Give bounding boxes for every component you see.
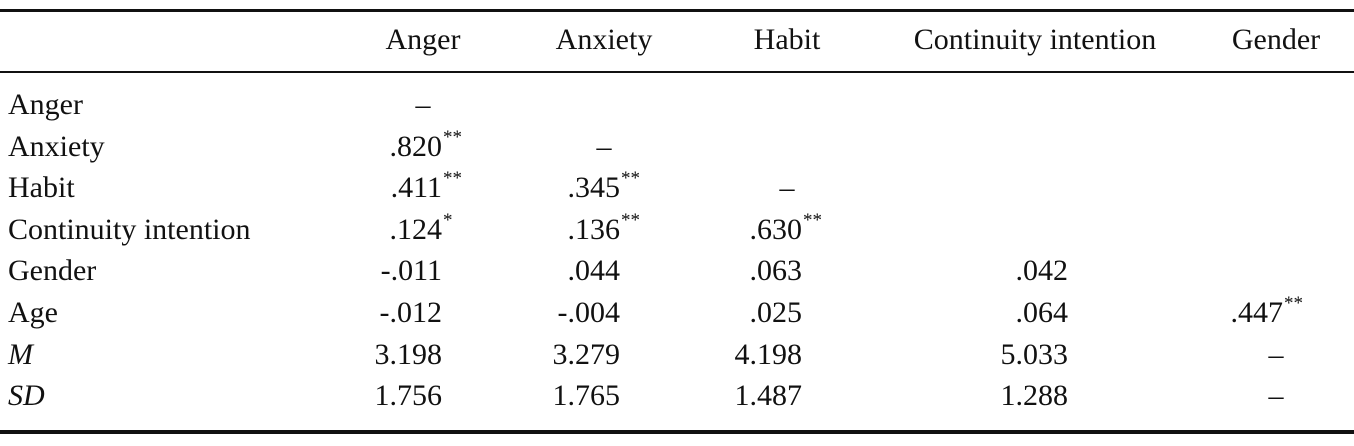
- column-header: Gender: [1231, 23, 1321, 56]
- cell-value: .820: [389, 129, 443, 163]
- cell-value: –: [1268, 337, 1284, 371]
- cell-value: .124: [389, 212, 443, 246]
- cell-value: -.004: [557, 296, 621, 329]
- significance-mark: **: [621, 168, 640, 190]
- row-label: Age: [8, 296, 58, 329]
- cell-value: 5.033: [1000, 337, 1069, 371]
- cell-value: .064: [1015, 296, 1069, 329]
- significance-mark: **: [1284, 293, 1303, 314]
- cell-value: 3.279: [552, 337, 621, 371]
- cell-value: 3.198: [374, 337, 443, 371]
- significance-mark: *: [443, 209, 453, 231]
- cell-value: 1.756: [374, 379, 443, 413]
- cell-value: .630: [749, 212, 803, 246]
- cell-value: .345: [567, 171, 621, 205]
- column-header: Continuity intention: [913, 23, 1157, 56]
- cell-value: –: [596, 129, 612, 163]
- column-header: Anger: [385, 23, 461, 56]
- row-label: Gender: [8, 254, 97, 288]
- cell-value: -.012: [379, 296, 443, 329]
- column-header: Habit: [753, 23, 821, 56]
- cell-value: .136: [567, 212, 621, 246]
- row-label: Habit: [8, 171, 75, 205]
- row-label: Anger: [8, 88, 83, 121]
- bottom-rule: [0, 430, 1354, 434]
- cell-value: .063: [749, 254, 803, 288]
- significance-mark: **: [443, 168, 462, 190]
- cell-value: .042: [1015, 254, 1069, 288]
- header-rule: [0, 71, 1354, 73]
- row-label: Continuity intention: [8, 212, 251, 246]
- cell-value: –: [415, 88, 431, 121]
- cell-value: –: [1268, 379, 1284, 413]
- row-label: SD: [8, 379, 45, 413]
- top-rule: [0, 9, 1354, 12]
- cell-value: 1.288: [1000, 379, 1069, 413]
- cell-value: 1.765: [552, 379, 621, 413]
- cell-value: .044: [567, 254, 621, 288]
- column-header: Anxiety: [555, 23, 653, 56]
- cell-value: 1.487: [734, 379, 803, 413]
- cell-value: –: [779, 171, 795, 205]
- cell-value: .411: [390, 171, 442, 205]
- significance-mark: **: [621, 209, 640, 231]
- cell-value: -.011: [380, 254, 442, 288]
- cell-value: .025: [749, 296, 803, 329]
- cell-value: .447: [1230, 296, 1284, 329]
- significance-mark: **: [443, 126, 462, 148]
- cell-value: 4.198: [734, 337, 803, 371]
- row-label: Anxiety: [8, 129, 105, 163]
- significance-mark: **: [803, 209, 822, 231]
- row-label: M: [8, 337, 33, 371]
